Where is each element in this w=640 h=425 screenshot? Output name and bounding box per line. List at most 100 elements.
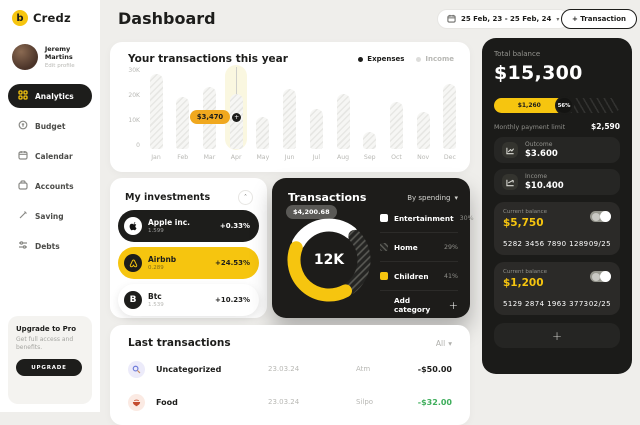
bar-jan[interactable] [149,74,163,149]
add-transaction-button[interactable]: + Transaction [561,9,638,29]
filter-label: All [435,338,446,348]
bar-apr[interactable] [229,94,243,149]
food-bowl-icon [128,393,145,411]
bar-column-jul[interactable]: Jul [308,70,324,163]
transaction-date: 23.03.24 [268,365,300,373]
home-swatch-icon [380,243,388,251]
expand-button[interactable]: ˆ [238,190,253,205]
sidebar-item-debts[interactable]: Debts [8,234,92,258]
sidebar: b Credz Jeremy Martins Edit profile Anal… [0,0,100,412]
legend-row-entertainment[interactable]: Entertainment 30% [380,204,474,233]
spending-legend: Entertainment 30% Home 29% Children 41% … [380,204,474,319]
bar-jul[interactable] [309,109,323,149]
bar-column-sep[interactable]: Sep [362,70,378,163]
sidebar-item-label: Budget [35,121,66,131]
edit-profile-link[interactable]: Edit profile [44,63,75,69]
sidebar-item-analytics[interactable]: Analytics [8,84,92,108]
card-balance-label: Current balance [503,269,548,275]
plus-icon: + [448,298,458,312]
legend-row-home[interactable]: Home 29% [380,233,458,262]
legend-expenses[interactable]: Expenses [358,55,404,63]
card-number: 5282 3456 7890 1289 [503,240,589,248]
bar-column-may[interactable]: May [255,70,271,163]
add-card-button[interactable]: + [494,323,620,348]
donut-segment-home[interactable] [343,229,371,295]
category-label: Home [394,242,418,252]
bar-column-apr[interactable]: Apr $3,470 + [189,67,244,163]
bank-card-1[interactable]: Current balance $5,750 5282 3456 7890 12… [494,202,620,255]
bar-may[interactable] [256,116,270,149]
bar-aug[interactable] [336,94,350,149]
transactions-filter-dropdown[interactable]: All ▾ [436,339,452,348]
category-label: Entertainment [394,213,454,223]
total-balance-amount: $15,300 [494,62,583,84]
investment-change: +0.33% [219,222,250,230]
last-transactions-card: Last transactions All ▾ Uncategorized 23… [110,325,470,425]
upgrade-button[interactable]: UPGRADE [16,359,82,377]
bar-column-oct[interactable]: Oct [388,70,404,163]
add-category-button[interactable]: Add category + [380,291,458,319]
transaction-amount: -$50.00 [417,364,452,374]
bitcoin-icon: B [124,291,142,309]
bar-nov[interactable] [416,111,430,149]
outcome-value: $3.600 [525,149,558,159]
bar-dec[interactable] [443,84,457,149]
card-toggle[interactable] [590,271,611,282]
card-number: 5129 2874 1963 3773 [503,300,589,308]
children-swatch-icon [380,272,388,280]
apple-icon [124,217,142,235]
transaction-row-uncategorized[interactable]: Uncategorized 23.03.24 Atm -$50.00 [128,356,452,382]
avatar[interactable] [12,44,38,70]
card-expiry: 02/25 [588,300,611,308]
card-balance-amount: $5,750 [503,217,544,229]
income-stat[interactable]: Income $10.400 [494,169,620,195]
card-toggle[interactable] [590,211,611,222]
chevron-down-icon: ▾ [448,338,452,348]
tooltip-value: $3,470 [189,110,231,124]
legend-row-children[interactable]: Children 41% [380,262,458,291]
progress-fill: $1,260 [494,98,565,113]
outcome-stat[interactable]: Outcome $3.600 [494,137,620,163]
sidebar-item-budget[interactable]: Budget [8,114,92,138]
legend-income[interactable]: Income [416,55,454,63]
sidebar-item-saving[interactable]: Saving [8,204,92,228]
spending-card: Transactions By spending ▾ 12K $4,200.68… [272,178,474,319]
transaction-row-food[interactable]: Food 23.03.24 Silpo -$32.00 [128,389,452,415]
bar-column-feb[interactable]: Feb [175,70,191,163]
balance-panel: Total balance $15,300 $1,260 56% Monthly… [482,38,632,374]
bar-column-jan[interactable]: Jan [148,70,164,163]
bar-jun[interactable] [283,89,297,149]
income-value: $10.400 [525,181,564,191]
bar-oct[interactable] [389,101,403,149]
bar-column-aug[interactable]: Aug [335,70,351,163]
x-tick-label: Sep [363,154,376,161]
sidebar-item-label: Saving [35,211,64,221]
sidebar-item-accounts[interactable]: Accounts [8,174,92,198]
add-category-label: Add category [394,296,431,314]
bar-column-dec[interactable]: Dec [442,70,458,163]
sidebar-item-calendar[interactable]: Calendar [8,144,92,168]
donut-segment-entertainment[interactable] [292,218,358,250]
investment-row-airbnb[interactable]: Airbnb 0.289 +24.53% [118,247,259,279]
user-profile[interactable]: Jeremy Martins Edit profile [12,44,100,70]
pen-icon [18,210,28,222]
bar-column-nov[interactable]: Nov [415,70,431,163]
legend-expenses-label: Expenses [367,55,405,63]
bar-sep[interactable] [363,131,377,149]
spending-filter-dropdown[interactable]: By spending ▾ [407,194,458,202]
sidebar-item-label: Debts [35,241,60,251]
investment-row-btc[interactable]: B Btc 1.539 +10.23% [118,284,259,316]
date-range-picker[interactable]: 25 Feb, 23 - 25 Feb, 24 ▾ [437,9,570,29]
card-balance-label: Current balance [503,209,548,215]
chart-title: Your transactions this year [128,53,288,65]
bank-card-2[interactable]: Current balance $1,200 5129 2874 1963 37… [494,262,620,315]
investment-row-apple[interactable]: Apple inc. 1.599 +0.33% [118,210,259,242]
bar-column-jun[interactable]: Jun [282,70,298,163]
bar-feb[interactable] [176,96,190,149]
category-percent: 29% [444,243,458,251]
x-tick-label: Jul [312,154,321,161]
transaction-merchant: Atm [356,365,371,373]
payment-limit-progress[interactable]: $1,260 56% [494,96,620,115]
grid-icon [18,90,28,102]
donut-segment-children[interactable] [287,241,352,302]
